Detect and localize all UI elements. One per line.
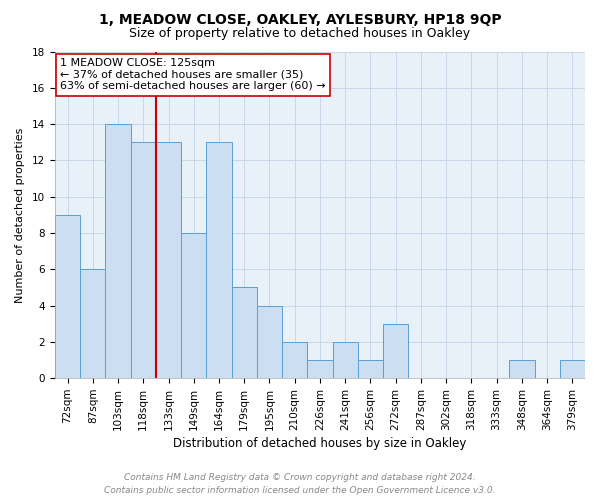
Bar xyxy=(383,324,409,378)
Text: Size of property relative to detached houses in Oakley: Size of property relative to detached ho… xyxy=(130,28,470,40)
Bar xyxy=(55,215,80,378)
Bar xyxy=(80,270,106,378)
Bar xyxy=(509,360,535,378)
Bar xyxy=(307,360,332,378)
Y-axis label: Number of detached properties: Number of detached properties xyxy=(15,127,25,302)
X-axis label: Distribution of detached houses by size in Oakley: Distribution of detached houses by size … xyxy=(173,437,467,450)
Bar xyxy=(181,233,206,378)
Bar xyxy=(358,360,383,378)
Bar xyxy=(131,142,156,378)
Bar xyxy=(560,360,585,378)
Text: 1, MEADOW CLOSE, OAKLEY, AYLESBURY, HP18 9QP: 1, MEADOW CLOSE, OAKLEY, AYLESBURY, HP18… xyxy=(98,12,502,26)
Bar xyxy=(156,142,181,378)
Text: 1 MEADOW CLOSE: 125sqm
← 37% of detached houses are smaller (35)
63% of semi-det: 1 MEADOW CLOSE: 125sqm ← 37% of detached… xyxy=(60,58,326,91)
Bar xyxy=(232,288,257,378)
Bar xyxy=(332,342,358,378)
Bar xyxy=(282,342,307,378)
Text: Contains HM Land Registry data © Crown copyright and database right 2024.
Contai: Contains HM Land Registry data © Crown c… xyxy=(104,474,496,495)
Bar xyxy=(257,306,282,378)
Bar xyxy=(206,142,232,378)
Bar xyxy=(106,124,131,378)
